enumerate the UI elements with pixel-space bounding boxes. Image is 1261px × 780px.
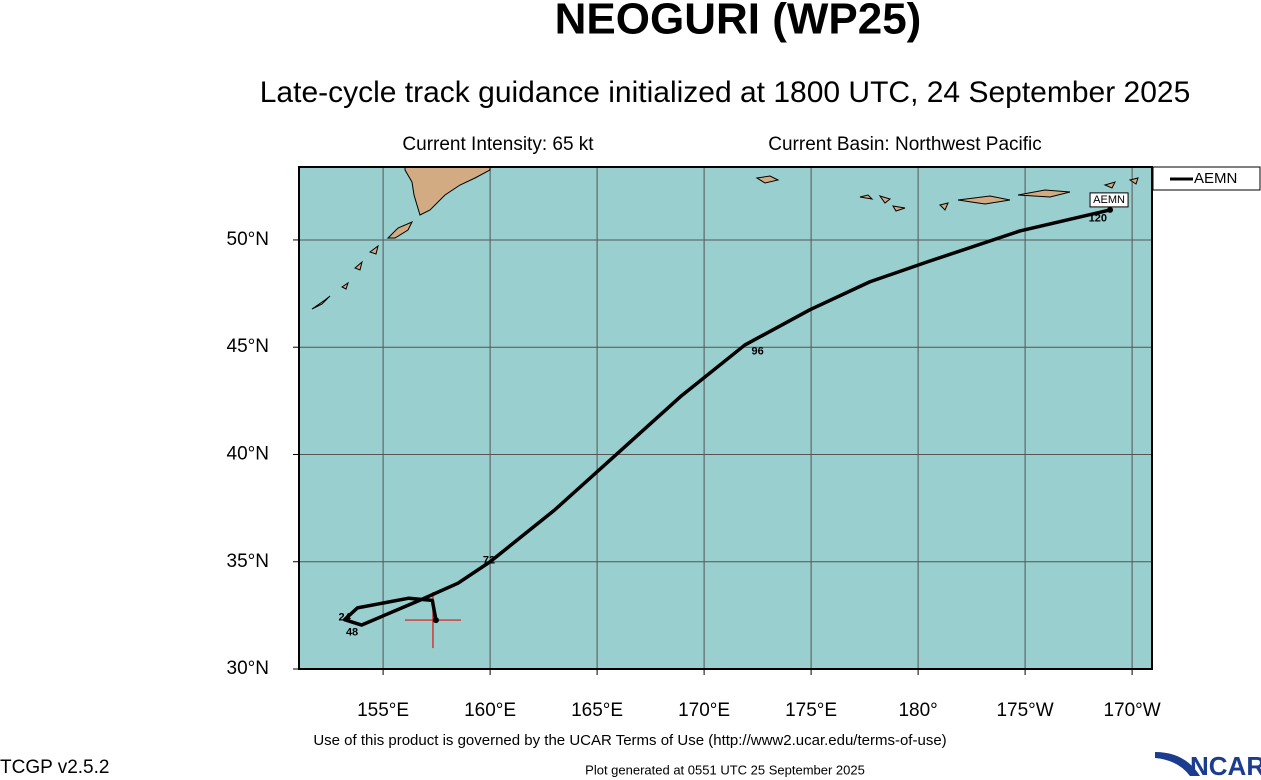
plot-frame <box>298 166 1153 670</box>
logo-swoosh <box>1155 752 1200 776</box>
generated-note: Plot generated at 0551 UTC 25 September … <box>585 762 865 777</box>
hour-label: 120 <box>1089 212 1107 224</box>
track-line <box>342 208 1111 627</box>
x-tick-label: 170°E <box>678 700 730 721</box>
x-tick-label: 170°W <box>1103 700 1160 721</box>
x-tick-label: 155°E <box>357 700 409 721</box>
legend-box <box>1152 166 1261 191</box>
hour-label: 24 <box>338 611 351 623</box>
hour-label: 48 <box>346 626 358 638</box>
y-tick-label: 35°N <box>227 551 269 572</box>
x-tick-label: 165°E <box>571 700 623 721</box>
y-tick-label: 40°N <box>227 443 269 464</box>
logo: NCAR <box>1190 751 1261 780</box>
track-point <box>1107 206 1114 213</box>
aleutian-islands <box>755 175 1139 212</box>
y-tick-label: 30°N <box>227 658 269 679</box>
tracks: AEMN 24 48 72 96 120 <box>338 192 1129 649</box>
y-tick-label: 45°N <box>227 336 269 357</box>
legend-label: AEMN <box>1194 170 1237 187</box>
land <box>311 166 1139 310</box>
version: TCGP v2.5.2 <box>0 757 109 778</box>
x-tick-label: 175°E <box>785 700 837 721</box>
current-intensity: Current Intensity: 65 kt <box>402 134 594 155</box>
track-point <box>432 617 439 624</box>
ocean <box>299 167 1152 669</box>
hour-label: 72 <box>483 555 495 567</box>
x-tick-label: 175°W <box>996 700 1053 721</box>
title: NEOGURI (WP25) <box>555 0 922 44</box>
island <box>386 221 414 239</box>
track-name: AEMN <box>1093 194 1125 206</box>
x-tick-label: 180° <box>898 700 937 721</box>
terms-note: Use of this product is governed by the U… <box>313 732 946 749</box>
kuril-islands <box>311 244 379 310</box>
track-name-box <box>1089 192 1129 208</box>
subtitle: Late-cycle track guidance initialized at… <box>260 76 1191 109</box>
hour-label: 96 <box>751 345 763 357</box>
y-tick-label: 50°N <box>227 229 269 250</box>
x-tick-label: 160°E <box>464 700 516 721</box>
current-basin: Current Basin: Northwest Pacific <box>768 134 1042 155</box>
